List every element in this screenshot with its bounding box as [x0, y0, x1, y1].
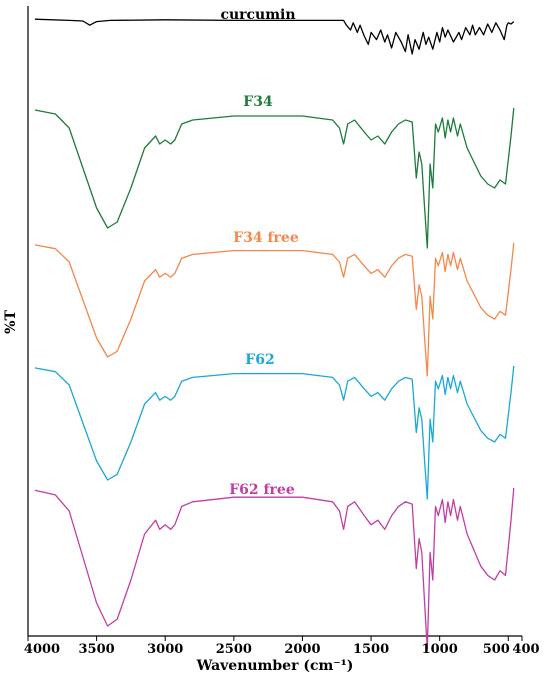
- x-tick-label: 4000: [24, 642, 60, 657]
- x-tick-label: 2500: [216, 642, 252, 657]
- x-tick-label: 1000: [422, 642, 458, 657]
- x-tick-label: 500: [483, 642, 510, 657]
- series-label-f34: F34: [243, 94, 273, 110]
- series-label-f62: F62: [245, 352, 274, 368]
- y-axis-title: %T: [3, 310, 19, 334]
- x-tick-label: 1500: [353, 642, 389, 657]
- x-tick-label: 3000: [147, 642, 183, 657]
- x-tick-layer: 4000 3500 3000 2500 2000 1500 1000 500 400: [24, 636, 540, 657]
- series-line-f62: [34, 365, 515, 500]
- series-line-f62-free: [34, 487, 515, 650]
- series-label-f34-free: F34 free: [233, 230, 299, 246]
- x-tick-label: 3500: [79, 642, 115, 657]
- series-label-f62-free: F62 free: [229, 482, 295, 498]
- plot-frame: [27, 6, 522, 637]
- series-line-f34-free: [34, 242, 515, 377]
- x-axis-title: Wavenumber (cm⁻¹): [196, 658, 354, 674]
- x-tick-label: 400: [512, 642, 539, 657]
- series-line-f34: [34, 107, 515, 249]
- series-label-layer: curcumin F34 F34 free F62 F62 free: [220, 7, 298, 498]
- series-layer: [34, 18, 515, 650]
- x-tick-label: 2000: [284, 642, 320, 657]
- series-label-curcumin: curcumin: [220, 7, 295, 23]
- series-line-curcumin: [34, 18, 515, 55]
